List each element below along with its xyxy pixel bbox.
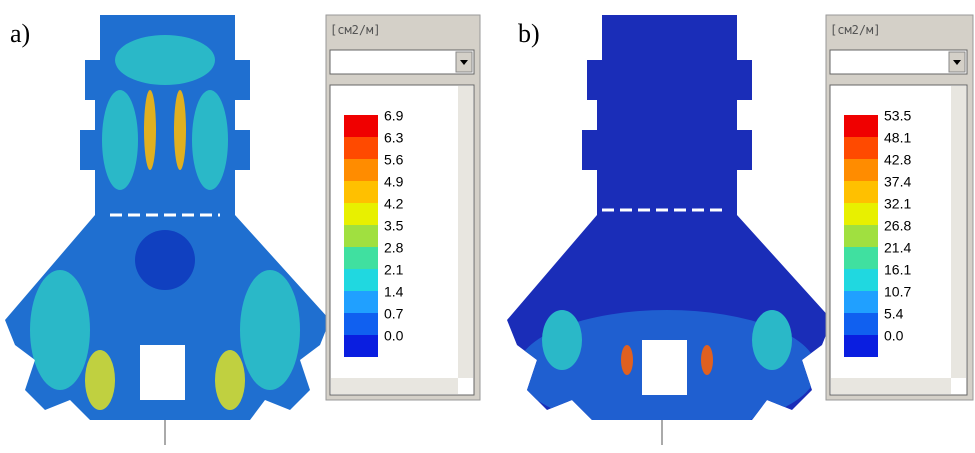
legend-value: 32.1 [884, 196, 911, 212]
plot-a [0, 0, 340, 445]
legend-value: 3.5 [384, 218, 404, 234]
figure: a) [см2/м] 6.9 6.3 5.6 4.9 4.2 3.5 2.8 2.1 1.4 0.7 0… [0, 0, 975, 453]
legend-swatch [844, 313, 878, 335]
legend-value: 6.9 [384, 108, 404, 124]
legend-swatch [344, 137, 378, 159]
legend-value: 48.1 [884, 130, 911, 146]
legend-value: 16.1 [884, 262, 911, 278]
dropdown [830, 50, 967, 74]
unit-label: [см2/м] [830, 23, 881, 37]
legend-value: 0.0 [884, 328, 904, 344]
legend-swatch [344, 269, 378, 291]
legend-value: 1.4 [384, 284, 404, 300]
panel-label: a) [10, 19, 30, 48]
legend-value: 2.1 [384, 262, 404, 278]
legend-swatch [344, 181, 378, 203]
legend-swatch [344, 225, 378, 247]
legend-value: 5.4 [884, 306, 904, 322]
legend-swatch [844, 115, 878, 137]
legend-swatch [344, 247, 378, 269]
v-scrollbar [458, 86, 473, 378]
unit-label: [см2/м] [330, 23, 381, 37]
legend-window: [см2/м] 6.9 6.3 5.6 4.9 4.2 3.5 2.8 2.1 1.4 0.7 0.0 [326, 15, 480, 400]
legend-swatch [844, 159, 878, 181]
dropdown [330, 50, 474, 74]
legend-value: 26.8 [884, 218, 911, 234]
legend-swatch [844, 291, 878, 313]
h-scrollbar [831, 378, 951, 394]
legend-swatch [344, 159, 378, 181]
legend-value: 2.8 [384, 240, 404, 256]
legend-swatch [844, 269, 878, 291]
legend-swatch [344, 203, 378, 225]
legend-window: [см2/м] 53.5 48.1 42.8 37.4 32.1 26.8 21.4 16.1 1… [826, 15, 973, 400]
v-scrollbar [951, 86, 966, 378]
h-scrollbar [331, 378, 458, 394]
legend-value: 4.9 [384, 174, 404, 190]
panel-label: b) [518, 19, 540, 48]
legend-swatch [844, 247, 878, 269]
legend-swatch [344, 313, 378, 335]
legend-swatch [844, 335, 878, 357]
plot-b [502, 0, 842, 445]
legend-value: 4.2 [384, 196, 404, 212]
legend-value: 6.3 [384, 130, 404, 146]
legend-value: 42.8 [884, 152, 911, 168]
legend-swatch [844, 137, 878, 159]
legend-swatch [344, 291, 378, 313]
legend-value: 37.4 [884, 174, 911, 190]
page: {"panels": [ {"label": "a)", "unit": "[с… [0, 0, 975, 453]
legend-value: 5.6 [384, 152, 404, 168]
legend-value: 10.7 [884, 284, 911, 300]
legend-swatch [844, 181, 878, 203]
legend-swatch [344, 335, 378, 357]
legend-swatch [844, 225, 878, 247]
legend-value: 0.0 [384, 328, 404, 344]
legend-value: 53.5 [884, 108, 911, 124]
legend-value: 21.4 [884, 240, 911, 256]
legend-swatch [344, 115, 378, 137]
legend-swatch [844, 203, 878, 225]
legend-value: 0.7 [384, 306, 404, 322]
